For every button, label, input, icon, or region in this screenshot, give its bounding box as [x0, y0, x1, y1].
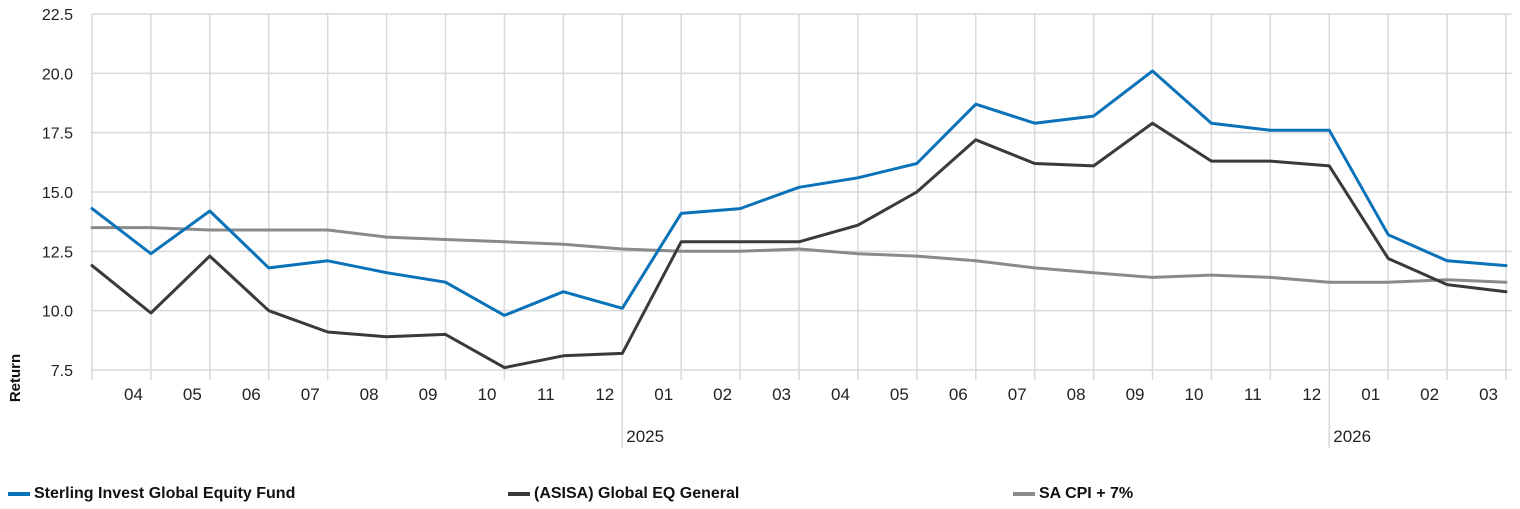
x-tick-label: 12: [1302, 385, 1321, 404]
chart-grid: [91, 13, 1512, 380]
legend-label-benchmark: SA CPI + 7%: [1039, 485, 1134, 502]
x-tick-label: 06: [242, 385, 261, 404]
x-tick-label: 05: [890, 385, 909, 404]
y-tick-label: 15.0: [42, 185, 73, 202]
x-tick-label: 09: [419, 385, 438, 404]
y-tick-label: 20.0: [42, 66, 73, 83]
legend-item-fund: Sterling Invest Global Equity Fund: [8, 482, 295, 506]
y-tick-label: 22.5: [42, 7, 73, 24]
x-tick-label: 04: [124, 385, 143, 404]
legend-item-category: (ASISA) Global EQ General: [508, 482, 739, 506]
x-tick-label: 11: [537, 385, 555, 404]
legend-item-benchmark: SA CPI + 7%: [1013, 482, 1133, 506]
x-tick-label: 12: [595, 385, 614, 404]
x-tick-label: 08: [360, 385, 379, 404]
x-tick-label: 03: [1479, 385, 1498, 404]
y-tick-label: 12.5: [42, 244, 73, 261]
x-tick-label: 06: [949, 385, 968, 404]
series-line-benchmark: [90, 226, 1508, 284]
x-tick-label: 09: [1126, 385, 1145, 404]
series-lines: [90, 69, 1508, 370]
x-tick-label: 10: [477, 385, 496, 404]
x-tick-label: 04: [831, 385, 850, 404]
y-tick-label: 17.5: [42, 126, 73, 143]
x-tick-label: 02: [1420, 385, 1439, 404]
x-axis-ticks: 04 05 06 07 08 09 10 11 12 01 02 03 04 05 06 07 08 09 10 11…: [124, 385, 1498, 404]
x-tick-label: 07: [301, 385, 320, 404]
x-tick-label: 01: [1361, 385, 1380, 404]
legend-swatch-category: [508, 492, 530, 496]
series-line-fund: [90, 69, 1508, 317]
x-tick-label: 11: [1244, 385, 1262, 404]
year-label: 2026: [1333, 427, 1371, 446]
y-tick-label: 7.5: [51, 363, 73, 380]
legend-label-fund: Sterling Invest Global Equity Fund: [34, 485, 296, 502]
legend-swatch-benchmark: [1013, 492, 1035, 496]
year-label: 2025: [626, 427, 664, 446]
x-tick-label: 10: [1184, 385, 1203, 404]
y-axis-label: Return: [7, 354, 24, 402]
x-tick-label: 01: [654, 385, 673, 404]
line-chart: 7.5 10.0 12.5 15.0 17.5 20.0 22.5 04 05 06 07 08 09…: [7, 7, 1512, 448]
year-labels: 2025 2026: [621, 370, 1371, 448]
legend-label-category: (ASISA) Global EQ General: [534, 485, 740, 502]
x-tick-label: 02: [713, 385, 732, 404]
x-tick-label: 03: [772, 385, 791, 404]
x-tick-label: 07: [1008, 385, 1027, 404]
x-tick-label: 05: [183, 385, 202, 404]
y-tick-label: 10.0: [42, 304, 73, 321]
y-axis-ticks: 7.5 10.0 12.5 15.0 17.5 20.0 22.5: [42, 7, 73, 380]
x-tick-label: 08: [1067, 385, 1086, 404]
legend: Sterling Invest Global Equity Fund (ASIS…: [8, 482, 1508, 506]
series-line-category: [90, 121, 1508, 370]
legend-swatch-fund: [8, 492, 30, 496]
